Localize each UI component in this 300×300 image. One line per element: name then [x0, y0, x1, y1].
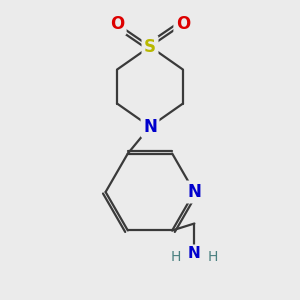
Text: H: H — [171, 250, 181, 264]
Text: N: N — [188, 183, 201, 201]
Text: O: O — [176, 15, 190, 33]
Text: O: O — [110, 15, 124, 33]
Text: H: H — [208, 250, 218, 264]
Text: N: N — [188, 246, 201, 261]
Text: N: N — [143, 118, 157, 136]
Text: S: S — [144, 38, 156, 56]
